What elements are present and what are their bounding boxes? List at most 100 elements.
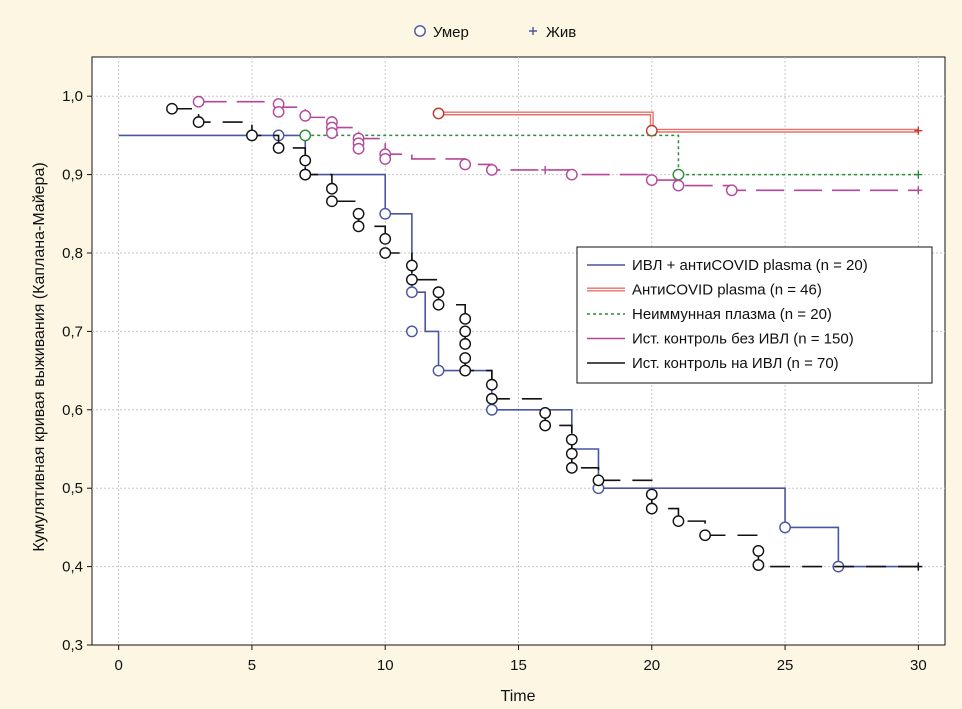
event-marker [459, 364, 472, 377]
series-2 [432, 107, 923, 137]
event-marker [379, 207, 392, 220]
series-5 [166, 102, 923, 571]
event-marker [352, 142, 365, 155]
event-marker [565, 168, 578, 181]
series-layer [118, 95, 923, 573]
marker-legend: Умер Жив [414, 24, 576, 41]
y-tick-label: 0,6 [62, 402, 83, 419]
legend-died-label: Умер [433, 24, 469, 41]
event-marker [299, 168, 312, 181]
event-marker [645, 174, 658, 186]
legend-label: Неиммунная плазма (n = 20) [632, 306, 832, 323]
event-marker [405, 273, 418, 286]
y-tick-label: 0,9 [62, 167, 83, 184]
event-marker [405, 259, 418, 272]
y-tick-label: 0,4 [62, 559, 83, 576]
censor-marker [914, 126, 923, 135]
legend-label: Ист. контроль на ИВЛ (n = 70) [632, 355, 839, 372]
y-tick-label: 0,8 [62, 245, 83, 262]
legend-alive-label: Жив [546, 24, 576, 41]
series-line-inner [438, 112, 919, 132]
x-tick-label: 20 [643, 657, 660, 674]
censor-marker [914, 562, 923, 571]
series-legend: ИВЛ + антиCOVID plasma (n = 20) АнтиCOVID… [576, 246, 933, 384]
x-tick-label: 15 [510, 657, 527, 674]
event-marker [432, 286, 445, 299]
series-line [171, 107, 919, 568]
legend-died-marker [414, 25, 426, 37]
event-marker [326, 127, 338, 139]
event-marker [485, 392, 498, 405]
event-marker [459, 338, 472, 350]
event-marker [592, 474, 605, 487]
event-marker [672, 168, 685, 181]
y-tick-label: 0,3 [62, 637, 83, 654]
event-marker [272, 105, 285, 118]
event-marker [645, 488, 658, 501]
event-marker [246, 129, 258, 142]
x-axis-title: Time [501, 688, 536, 705]
event-marker [672, 179, 685, 192]
event-marker [565, 461, 578, 474]
x-tick-label: 25 [777, 657, 794, 674]
event-marker [699, 529, 711, 542]
event-marker [379, 232, 392, 245]
event-marker [272, 142, 285, 154]
event-marker [299, 129, 312, 142]
censor-marker [914, 170, 923, 179]
event-marker [539, 419, 552, 432]
event-marker [326, 182, 338, 195]
series-4 [192, 95, 923, 197]
event-marker [352, 220, 365, 233]
y-axis: 0,3 0,4 0,5 0,6 0,7 0,8 0,9 1,0 [62, 88, 92, 654]
event-marker [779, 521, 791, 534]
event-marker [299, 109, 312, 122]
event-marker [459, 312, 472, 325]
x-tick-label: 10 [377, 657, 394, 674]
y-tick-label: 1,0 [62, 88, 83, 105]
event-marker [539, 407, 552, 419]
event-marker [166, 102, 178, 115]
event-marker [459, 325, 472, 338]
event-marker [565, 433, 578, 446]
event-marker [725, 184, 738, 197]
event-marker [645, 502, 658, 515]
y-tick-label: 0,7 [62, 323, 83, 340]
legend-box [576, 246, 933, 384]
x-axis: 0 5 10 15 20 25 30 [114, 645, 927, 674]
event-marker [485, 378, 498, 391]
event-marker [432, 364, 445, 377]
legend-label: ИВЛ + антиCOVID plasma (n = 20) [632, 257, 868, 274]
event-marker [485, 403, 498, 416]
y-tick-label: 0,5 [62, 480, 83, 497]
legend-label: АнтиCOVID plasma (n = 46) [632, 282, 822, 299]
event-marker [672, 515, 685, 528]
event-marker [192, 116, 205, 128]
event-marker [565, 447, 578, 460]
series-line [305, 134, 919, 176]
x-tick-label: 0 [114, 657, 122, 674]
event-marker [326, 195, 338, 208]
event-marker [405, 286, 418, 299]
y-axis-title: Кумулятивная кривая выживания (Каплана-М… [31, 162, 48, 551]
event-marker [645, 124, 658, 137]
event-marker [379, 247, 392, 259]
event-marker [432, 107, 445, 120]
legend-label: Ист. контроль без ИВЛ (n = 150) [632, 331, 854, 348]
series-3 [299, 129, 923, 181]
event-marker [299, 154, 312, 167]
event-marker [405, 325, 418, 338]
event-marker [352, 207, 365, 220]
x-tick-label: 30 [910, 657, 927, 674]
event-marker [485, 163, 498, 176]
x-tick-label: 5 [248, 657, 256, 674]
censor-marker [914, 186, 923, 195]
event-marker [459, 352, 472, 364]
censor-marker [541, 165, 550, 174]
legend-alive-marker [529, 27, 537, 35]
event-marker [432, 298, 445, 311]
event-marker [379, 153, 392, 165]
event-marker [752, 559, 765, 571]
event-marker [192, 95, 205, 108]
